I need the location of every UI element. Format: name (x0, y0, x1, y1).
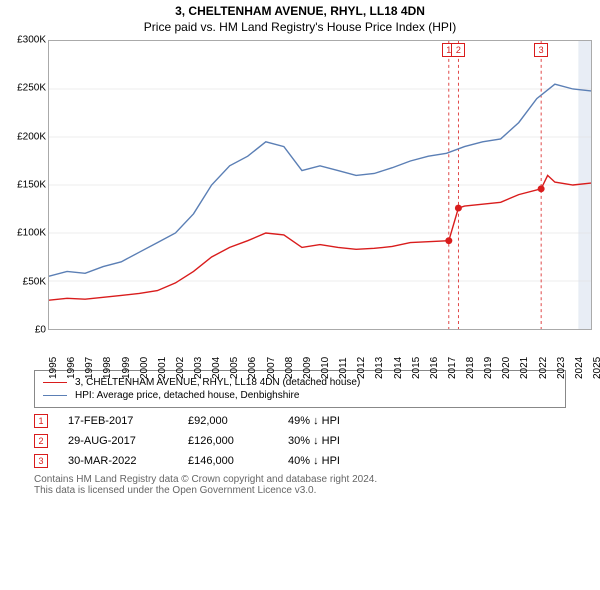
x-tick-label: 2011 (338, 349, 349, 379)
event-price: £92,000 (188, 415, 288, 427)
x-tick-label: 2005 (229, 349, 240, 379)
x-tick-label: 2024 (574, 349, 585, 379)
x-tick-label: 1998 (102, 349, 113, 379)
event-marker-2: 2 (451, 43, 465, 57)
y-tick-label: £0 (4, 325, 46, 336)
y-tick-label: £50K (4, 276, 46, 287)
y-axis: £0£50K£100K£150K£200K£250K£300K (4, 40, 48, 330)
x-tick-label: 2015 (411, 349, 422, 379)
y-tick-label: £100K (4, 228, 46, 239)
x-tick-label: 2001 (157, 349, 168, 379)
event-table: 1 17-FEB-2017£92,00049% ↓ HPI 2 29-AUG-2017… (34, 414, 566, 468)
legend-swatch (43, 382, 67, 383)
x-tick-label: 2023 (556, 349, 567, 379)
x-tick-label: 2017 (447, 349, 458, 379)
x-tick-label: 2006 (247, 349, 258, 379)
event-num-marker: 3 (34, 454, 48, 468)
y-tick-label: £150K (4, 180, 46, 191)
x-tick-label: 2014 (393, 349, 404, 379)
footnote-line2: This data is licensed under the Open Gov… (34, 485, 566, 496)
x-tick-label: 2025 (592, 349, 600, 379)
x-tick-label: 2013 (374, 349, 385, 379)
x-tick-label: 1997 (84, 349, 95, 379)
x-tick-label: 1999 (121, 349, 132, 379)
x-tick-label: 2007 (266, 349, 277, 379)
event-price: £126,000 (188, 435, 288, 447)
x-tick-label: 2022 (538, 349, 549, 379)
chart-title: 3, CHELTENHAM AVENUE, RHYL, LL18 4DN Pri… (4, 4, 596, 34)
x-tick-label: 2000 (139, 349, 150, 379)
x-axis: 1995199619971998199920002001200220032004… (48, 330, 592, 360)
x-tick-label: 2018 (465, 349, 476, 379)
event-delta: 40% ↓ HPI (288, 455, 388, 467)
y-tick-label: £200K (4, 131, 46, 142)
y-tick-label: £250K (4, 83, 46, 94)
x-tick-label: 2019 (483, 349, 494, 379)
event-row: 2 29-AUG-2017£126,00030% ↓ HPI (34, 434, 566, 448)
x-tick-label: 2010 (320, 349, 331, 379)
title-subtitle: Price paid vs. HM Land Registry's House … (4, 20, 596, 34)
event-price: £146,000 (188, 455, 288, 467)
event-marker-3: 3 (534, 43, 548, 57)
plot-area: 123 (48, 40, 592, 330)
x-tick-label: 2009 (302, 349, 313, 379)
event-num-marker: 2 (34, 434, 48, 448)
footnote: Contains HM Land Registry data © Crown c… (34, 474, 566, 496)
x-tick-label: 2020 (501, 349, 512, 379)
chart-svg (49, 41, 591, 329)
x-tick-label: 1995 (48, 349, 59, 379)
chart-area: £0£50K£100K£150K£200K£250K£300K 123 1995… (4, 40, 596, 360)
event-delta: 49% ↓ HPI (288, 415, 388, 427)
y-tick-label: £300K (4, 35, 46, 46)
x-tick-label: 2003 (193, 349, 204, 379)
event-row: 1 17-FEB-2017£92,00049% ↓ HPI (34, 414, 566, 428)
event-date: 29-AUG-2017 (68, 435, 188, 447)
event-date: 17-FEB-2017 (68, 415, 188, 427)
footnote-line1: Contains HM Land Registry data © Crown c… (34, 474, 566, 485)
x-tick-label: 2021 (519, 349, 530, 379)
x-tick-label: 2016 (429, 349, 440, 379)
title-address: 3, CHELTENHAM AVENUE, RHYL, LL18 4DN (4, 4, 596, 18)
legend-label: HPI: Average price, detached house, Denb… (75, 390, 299, 401)
event-delta: 30% ↓ HPI (288, 435, 388, 447)
x-tick-label: 1996 (66, 349, 77, 379)
legend-swatch (43, 395, 67, 396)
event-row: 3 30-MAR-2022£146,00040% ↓ HPI (34, 454, 566, 468)
x-tick-label: 2008 (284, 349, 295, 379)
x-tick-label: 2002 (175, 349, 186, 379)
x-tick-label: 2012 (356, 349, 367, 379)
legend-item: HPI: Average price, detached house, Denb… (43, 390, 557, 401)
x-tick-label: 2004 (211, 349, 222, 379)
event-date: 30-MAR-2022 (68, 455, 188, 467)
event-num-marker: 1 (34, 414, 48, 428)
